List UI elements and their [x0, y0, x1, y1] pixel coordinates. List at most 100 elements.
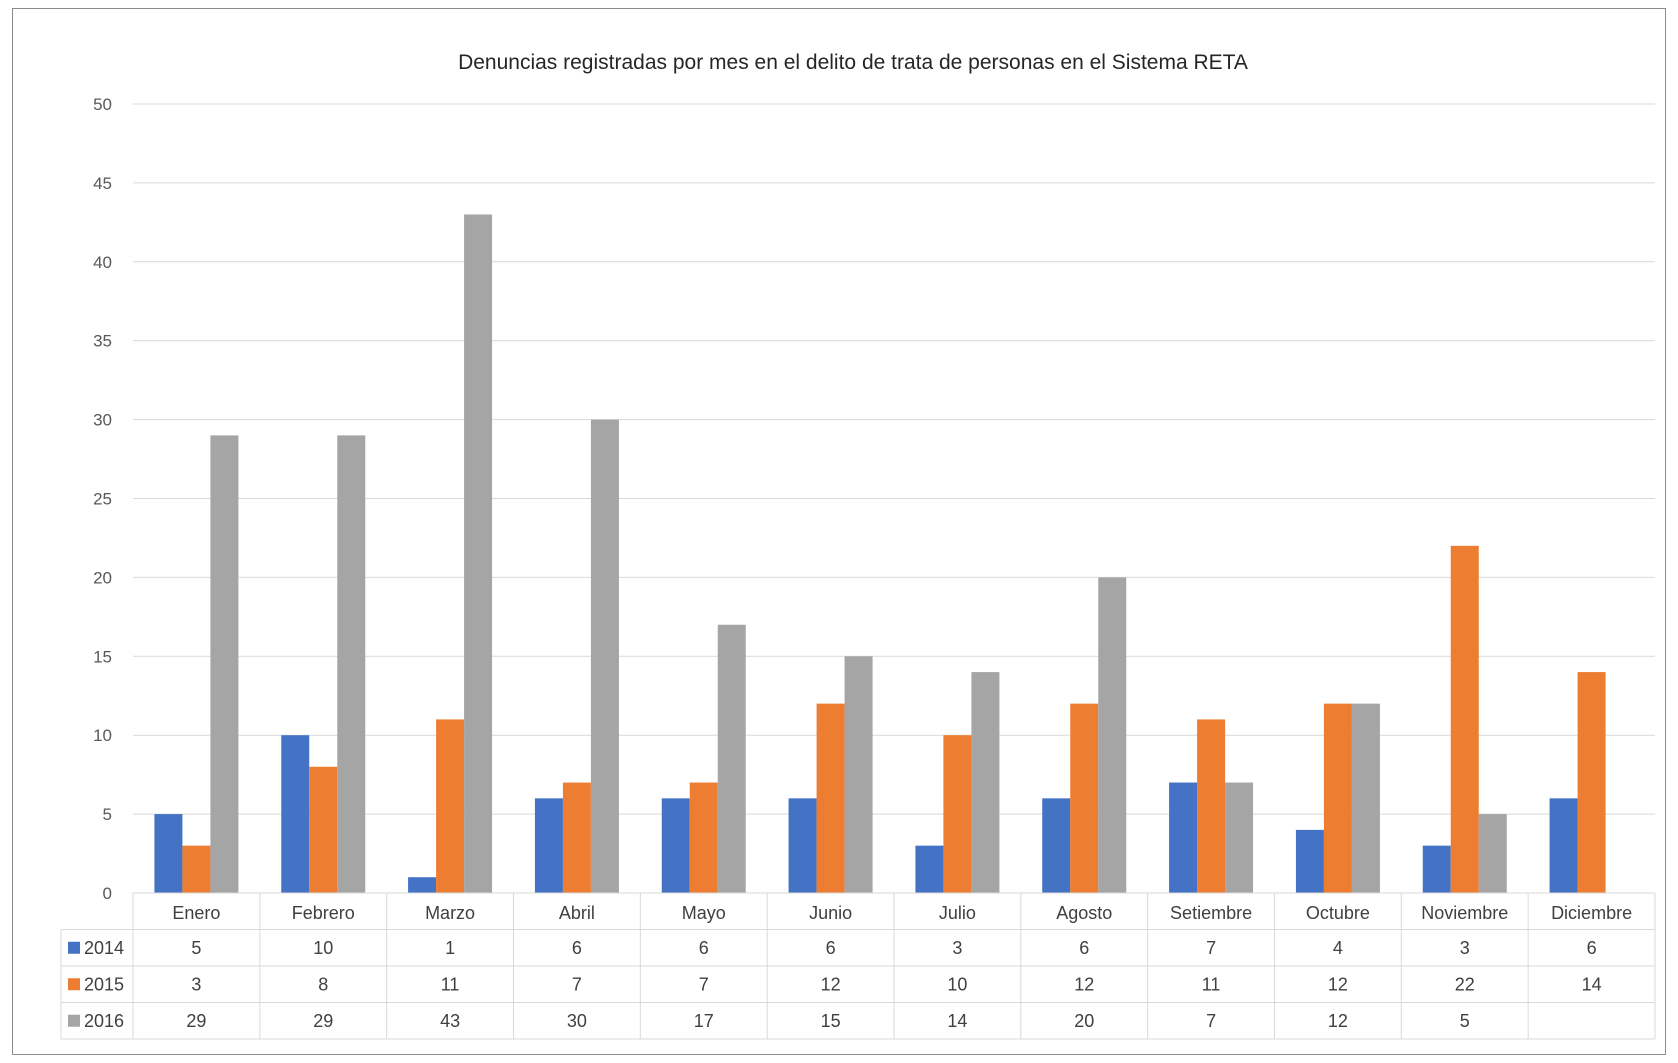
data-label-2015-setiembre: 11: [1202, 974, 1221, 994]
bar-2015-junio: [816, 703, 845, 893]
bar-2015-setiembre: [1197, 719, 1226, 893]
bar-2016-octubre: [1351, 703, 1380, 893]
y-tick-label-30: 30: [93, 411, 112, 430]
bar-2016-mayo: [717, 624, 746, 893]
bar-2016-marzo: [464, 214, 493, 893]
bar-2016-enero: [210, 435, 239, 893]
y-tick-label-25: 25: [93, 490, 112, 509]
bar-2016-febrero: [337, 435, 366, 893]
data-label-2016-abril: 30: [567, 1011, 587, 1031]
x-tick-label-febrero: Febrero: [292, 903, 355, 923]
bars: [154, 214, 1606, 893]
y-tick-label-0: 0: [103, 884, 112, 903]
data-label-2015-febrero: 8: [318, 974, 328, 994]
data-label-2014-octubre: 4: [1333, 938, 1343, 958]
data-label-2016-febrero: 29: [313, 1011, 333, 1031]
data-label-2016-junio: 15: [821, 1011, 841, 1031]
data-label-2016-julio: 14: [947, 1011, 967, 1031]
data-label-2014-agosto: 6: [1079, 938, 1089, 958]
y-tick-label-10: 10: [93, 726, 112, 745]
bar-2016-noviembre: [1478, 814, 1507, 893]
data-label-2015-junio: 12: [821, 974, 841, 994]
bar-2016-setiembre: [1225, 782, 1254, 893]
x-tick-label-noviembre: Noviembre: [1421, 903, 1508, 923]
bar-2015-agosto: [1070, 703, 1099, 893]
legend-key-2016: [68, 1014, 80, 1027]
data-label-2014-junio: 6: [826, 938, 836, 958]
data-label-2014-setiembre: 7: [1206, 938, 1216, 958]
data-label-2015-diciembre: 14: [1582, 974, 1602, 994]
x-tick-label-abril: Abril: [559, 903, 595, 923]
legend-key-2014: [68, 941, 80, 954]
y-axis-ticks: 0 5 10 15 20 25 30 35 40 45 50: [93, 95, 112, 903]
x-tick-label-marzo: Marzo: [425, 903, 475, 923]
y-tick-label-40: 40: [93, 253, 112, 272]
bar-2014-marzo: [408, 877, 437, 893]
bar-2014-abril: [534, 798, 563, 893]
bar-2016-junio: [844, 656, 873, 893]
bar-2014-junio: [788, 798, 817, 893]
x-tick-label-agosto: Agosto: [1056, 903, 1112, 923]
data-label-2016-setiembre: 7: [1206, 1011, 1216, 1031]
data-label-2014-enero: 5: [191, 938, 201, 958]
bar-2014-julio: [915, 845, 944, 893]
data-label-2016-marzo: 43: [440, 1011, 460, 1031]
bar-2015-marzo: [436, 719, 465, 893]
y-tick-label-5: 5: [103, 805, 112, 824]
bar-2014-febrero: [281, 735, 310, 893]
chart-title: Denuncias registradas por mes en el deli…: [458, 51, 1248, 74]
bar-2015-noviembre: [1450, 545, 1479, 893]
bar-2014-diciembre: [1549, 798, 1578, 893]
y-tick-label-20: 20: [93, 568, 112, 587]
data-label-2015-agosto: 12: [1074, 974, 1094, 994]
x-tick-label-junio: Junio: [809, 903, 852, 923]
data-label-2014-marzo: 1: [445, 938, 455, 958]
bar-2015-abril: [562, 782, 591, 893]
data-label-2016-noviembre: 5: [1460, 1011, 1470, 1031]
x-tick-label-diciembre: Diciembre: [1551, 903, 1632, 923]
y-tick-label-50: 50: [93, 95, 112, 114]
x-tick-label-mayo: Mayo: [682, 903, 726, 923]
legend-label-2016: 2016: [84, 1011, 124, 1031]
bar-2015-febrero: [309, 766, 338, 893]
bar-2014-setiembre: [1169, 782, 1198, 893]
data-label-2014-diciembre: 6: [1587, 938, 1597, 958]
y-tick-label-15: 15: [93, 647, 112, 666]
bar-2016-abril: [590, 419, 619, 893]
data-label-2016-mayo: 17: [694, 1011, 714, 1031]
bar-2015-diciembre: [1577, 672, 1606, 893]
data-label-2014-noviembre: 3: [1460, 938, 1470, 958]
bar-2014-mayo: [661, 798, 690, 893]
x-tick-label-julio: Julio: [939, 903, 976, 923]
x-tick-label-enero: Enero: [172, 903, 220, 923]
data-label-2015-octubre: 12: [1328, 974, 1348, 994]
legend-label-2015: 2015: [84, 974, 124, 994]
data-label-2014-mayo: 6: [699, 938, 709, 958]
data-label-2014-abril: 6: [572, 938, 582, 958]
legend-key-2015: [68, 978, 80, 991]
data-label-2015-marzo: 11: [441, 974, 460, 994]
x-tick-label-setiembre: Setiembre: [1170, 903, 1252, 923]
legend-label-2014: 2014: [84, 938, 124, 958]
data-label-2014-julio: 3: [952, 938, 962, 958]
bar-2016-agosto: [1098, 577, 1127, 893]
y-tick-label-35: 35: [93, 332, 112, 351]
gridlines: [133, 103, 1655, 815]
data-table: Enero Febrero Marzo Abril Mayo Junio Julio Agos…: [60, 892, 1656, 1040]
bar-2014-agosto: [1042, 798, 1071, 893]
bar-2015-enero: [182, 845, 211, 893]
data-label-2015-mayo: 7: [699, 974, 709, 994]
data-label-2016-agosto: 20: [1074, 1011, 1094, 1031]
data-label-2016-octubre: 12: [1328, 1011, 1348, 1031]
bar-2015-mayo: [689, 782, 718, 893]
bar-2014-octubre: [1295, 829, 1324, 893]
bar-2015-octubre: [1323, 703, 1352, 893]
bar-2016-julio: [971, 672, 1000, 893]
data-label-2016-enero: 29: [186, 1011, 206, 1031]
bar-2014-noviembre: [1422, 845, 1451, 893]
bar-2014-enero: [154, 814, 183, 893]
data-label-2015-enero: 3: [191, 974, 201, 994]
data-label-2015-noviembre: 22: [1455, 974, 1475, 994]
data-label-2015-julio: 10: [947, 974, 967, 994]
